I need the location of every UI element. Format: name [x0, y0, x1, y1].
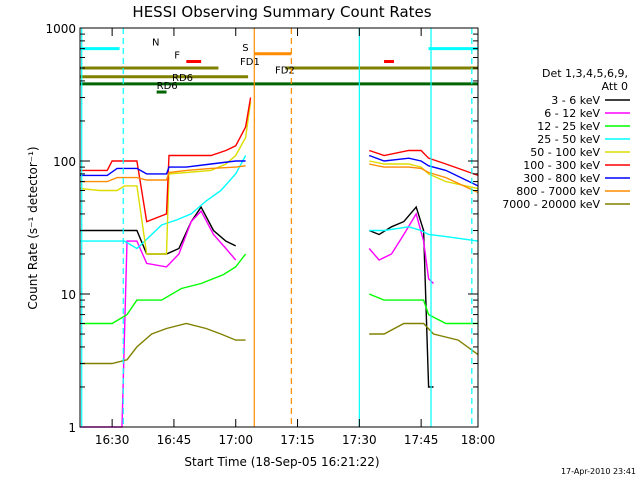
x-tick-label-1: 16:30 — [95, 433, 130, 447]
flag-label-1: N — [152, 38, 159, 49]
x-tick-label-3: 17:00 — [218, 433, 253, 447]
legend-label-7: 300 - 800 keV — [523, 172, 600, 185]
series-layer — [79, 97, 479, 428]
x-tick-label-5: 17:30 — [342, 433, 377, 447]
x-tick-label-6: 17:45 — [404, 433, 439, 447]
legend-label-9: 7000 - 20000 keV — [502, 198, 600, 211]
series-line-1 — [80, 205, 434, 388]
y-axis-label: Count Rate (s⁻¹ detector⁻¹) — [26, 146, 40, 309]
legend-label-6: 100 - 300 keV — [523, 159, 600, 172]
legend-header-line2: Att 0 — [602, 80, 628, 93]
series-line-8 — [80, 163, 479, 194]
y-tick-label-3: 100 — [53, 155, 76, 169]
series-line-3 — [80, 253, 478, 325]
x-tick-label-2: 16:45 — [157, 433, 192, 447]
render-timestamp: 17-Apr-2010 23:41 — [561, 467, 636, 476]
x-tick-label-4: 17:15 — [280, 433, 315, 447]
legend-header-line1: Det 1,3,4,5,6,9, — [542, 67, 628, 80]
x-axis: 16:30 16:45 17:00 17:15 17:30 17:45 18:00 — [95, 28, 495, 447]
series-line-2 — [80, 209, 434, 428]
flag-label-2: S — [242, 43, 248, 54]
flag-label-6: RD6 — [172, 73, 193, 84]
y-axis: 1 10 100 1000 — [45, 22, 478, 435]
y-tick-label-1: 1 — [68, 421, 76, 435]
legend-label-2: 6 - 12 keV — [544, 107, 600, 120]
series-line-6 — [80, 97, 479, 223]
x-tick-label-7: 18:00 — [461, 433, 496, 447]
event-lines — [81, 28, 473, 427]
series-line-7 — [80, 154, 479, 187]
plot-frame — [79, 27, 479, 428]
legend-label-5: 50 - 100 keV — [530, 146, 600, 159]
legend-label-4: 25 - 50 keV — [537, 133, 600, 146]
legend-label-8: 800 - 7000 keV — [516, 185, 600, 198]
legend-label-1: 3 - 6 keV — [551, 94, 600, 107]
flag-label-3: F — [174, 50, 180, 61]
flag-label-5: FD2 — [275, 66, 295, 77]
y-tick-label-4: 1000 — [45, 22, 76, 36]
series-line-9 — [80, 322, 479, 365]
series-line-4 — [80, 155, 479, 250]
flag-label-7: RD6 — [157, 81, 178, 92]
chart-title: HESSI Observing Summary Count Rates — [132, 3, 431, 21]
y-tick-label-2: 10 — [61, 288, 76, 302]
x-axis-label: Start Time (18-Sep-05 16:21:22) — [184, 455, 379, 469]
flag-label-4: FD1 — [240, 57, 260, 68]
legend-label-3: 12 - 25 keV — [537, 120, 600, 133]
series-line-5 — [79, 101, 479, 255]
